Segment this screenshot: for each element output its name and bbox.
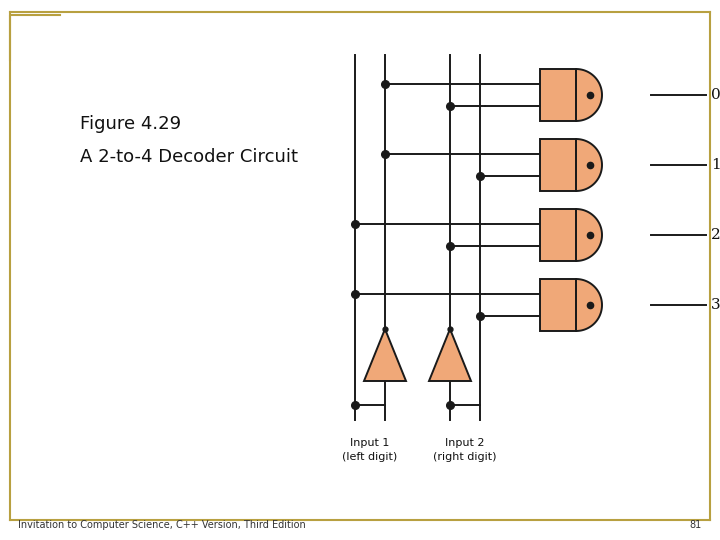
Text: (right digit): (right digit) bbox=[433, 452, 497, 462]
Text: A 2-to-4 Decoder Circuit: A 2-to-4 Decoder Circuit bbox=[80, 148, 298, 166]
Polygon shape bbox=[364, 329, 406, 381]
Polygon shape bbox=[540, 209, 576, 261]
Text: (left digit): (left digit) bbox=[343, 452, 397, 462]
Text: Figure 4.29: Figure 4.29 bbox=[80, 115, 181, 133]
Text: 81: 81 bbox=[690, 520, 702, 530]
Text: 0: 0 bbox=[711, 88, 720, 102]
Text: 1: 1 bbox=[711, 158, 720, 172]
Polygon shape bbox=[576, 209, 602, 261]
Polygon shape bbox=[540, 279, 576, 331]
Polygon shape bbox=[576, 139, 602, 191]
Text: 3: 3 bbox=[711, 298, 720, 312]
Polygon shape bbox=[576, 69, 602, 121]
Polygon shape bbox=[576, 279, 602, 331]
Text: 2: 2 bbox=[711, 228, 720, 242]
Text: Invitation to Computer Science, C++ Version, Third Edition: Invitation to Computer Science, C++ Vers… bbox=[18, 520, 306, 530]
Polygon shape bbox=[540, 69, 576, 121]
Text: Input 2: Input 2 bbox=[445, 438, 485, 448]
Polygon shape bbox=[429, 329, 471, 381]
Polygon shape bbox=[540, 139, 576, 191]
Text: Input 1: Input 1 bbox=[351, 438, 390, 448]
